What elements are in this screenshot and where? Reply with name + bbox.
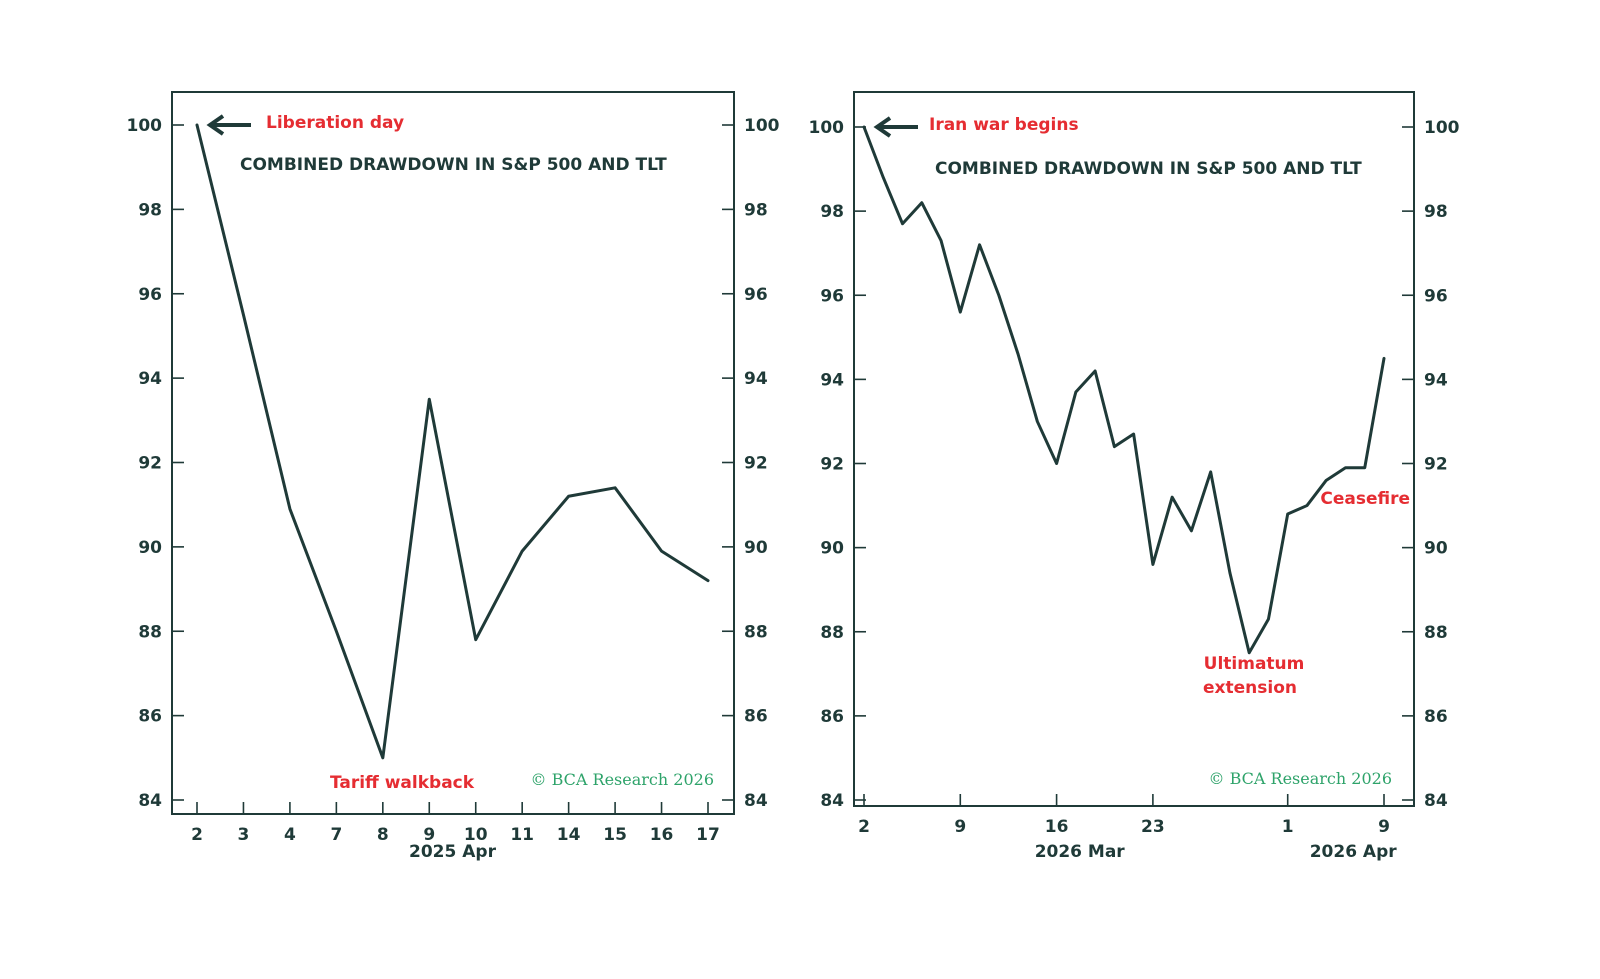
- y-tick-label-left: 88: [138, 622, 162, 642]
- x-tick-label: 17: [696, 825, 720, 845]
- x-tick-label: 16: [650, 825, 674, 845]
- annotation-arrow-head: [206, 114, 225, 136]
- y-tick-label-right: 92: [744, 454, 768, 474]
- x-axis-period-label: 2026 Apr: [1310, 842, 1398, 862]
- x-tick-label: 8: [377, 825, 389, 845]
- y-tick-label-right: 100: [1424, 118, 1460, 138]
- y-tick-label-left: 98: [820, 202, 844, 222]
- y-tick-label-left: 100: [809, 118, 845, 138]
- y-tick-label-left: 94: [820, 370, 844, 390]
- series-line: [195, 123, 710, 760]
- annotation-label: Tariff walkback: [330, 773, 475, 793]
- x-tick-label: 2: [191, 825, 203, 845]
- y-tick-label-right: 84: [744, 791, 768, 811]
- y-tick-label-right: 90: [744, 538, 768, 558]
- copyright-text: © BCA Research 2026: [1209, 769, 1392, 788]
- x-tick-label: 2: [858, 817, 870, 837]
- y-tick-label-right: 92: [1424, 455, 1448, 475]
- y-tick-label-right: 100: [744, 116, 780, 136]
- x-axis-period-label: 2025 Apr: [409, 842, 497, 862]
- annotation-arrow-head: [873, 116, 892, 138]
- x-tick-label: 4: [284, 825, 296, 845]
- copyright-text: © BCA Research 2026: [531, 770, 714, 789]
- annotation-label: Iran war begins: [929, 115, 1079, 135]
- y-tick-label-right: 98: [1424, 202, 1448, 222]
- chart-title: COMBINED DRAWDOWN IN S&P 500 AND TLT: [935, 159, 1362, 179]
- y-tick-label-left: 88: [820, 623, 844, 643]
- x-tick-label: 14: [557, 825, 581, 845]
- x-tick-label: 11: [510, 825, 534, 845]
- y-tick-label-left: 96: [138, 285, 162, 305]
- plot-frame: [853, 91, 1415, 807]
- y-tick-label-right: 98: [744, 200, 768, 220]
- x-tick-label: 16: [1045, 817, 1069, 837]
- annotation-label: Ultimatum: [1204, 654, 1305, 674]
- y-tick-label-left: 86: [820, 707, 844, 727]
- annotation-label: Liberation day: [266, 113, 404, 133]
- y-tick-label-left: 92: [138, 454, 162, 474]
- y-tick-label-left: 84: [138, 791, 162, 811]
- x-tick-label: 9: [954, 817, 966, 837]
- y-tick-label-left: 92: [820, 455, 844, 475]
- y-tick-label-right: 88: [1424, 623, 1448, 643]
- x-axis-period-label: 2026 Mar: [1035, 842, 1126, 862]
- y-tick-label-right: 90: [1424, 539, 1448, 559]
- y-tick-label-left: 100: [127, 116, 163, 136]
- y-tick-label-left: 96: [820, 286, 844, 306]
- y-tick-label-right: 96: [744, 285, 768, 305]
- x-tick-label: 1: [1282, 817, 1294, 837]
- y-tick-label-left: 90: [820, 539, 844, 559]
- y-tick-label-left: 90: [138, 538, 162, 558]
- y-tick-label-left: 94: [138, 369, 162, 389]
- y-tick-label-right: 88: [744, 622, 768, 642]
- y-tick-label-right: 86: [744, 707, 768, 727]
- annotation-label: extension: [1203, 678, 1297, 698]
- plot-frame: [171, 91, 735, 815]
- y-tick-label-right: 84: [1424, 791, 1448, 811]
- y-tick-label-right: 94: [1424, 370, 1448, 390]
- y-tick-label-left: 84: [820, 791, 844, 811]
- x-tick-label: 23: [1141, 817, 1165, 837]
- x-tick-label: 7: [330, 825, 342, 845]
- x-tick-label: 10: [464, 825, 488, 845]
- x-tick-label: 9: [423, 825, 435, 845]
- annotation-label: Ceasefire: [1320, 489, 1410, 509]
- right-chart-panel: 84 84 86 86 88 88 90 90 92 92 94 94 96 96 98 98 100 100 2 9…: [809, 91, 1460, 862]
- chart-title: COMBINED DRAWDOWN IN S&P 500 AND TLT: [240, 155, 667, 175]
- y-tick-label-left: 86: [138, 707, 162, 727]
- y-tick-label-left: 98: [138, 200, 162, 220]
- x-tick-label: 15: [603, 825, 627, 845]
- series-line: [862, 125, 1386, 655]
- x-tick-label: 3: [238, 825, 250, 845]
- x-tick-label: 9: [1378, 817, 1390, 837]
- y-tick-label-right: 86: [1424, 707, 1448, 727]
- y-tick-label-right: 96: [1424, 286, 1448, 306]
- y-tick-label-right: 94: [744, 369, 768, 389]
